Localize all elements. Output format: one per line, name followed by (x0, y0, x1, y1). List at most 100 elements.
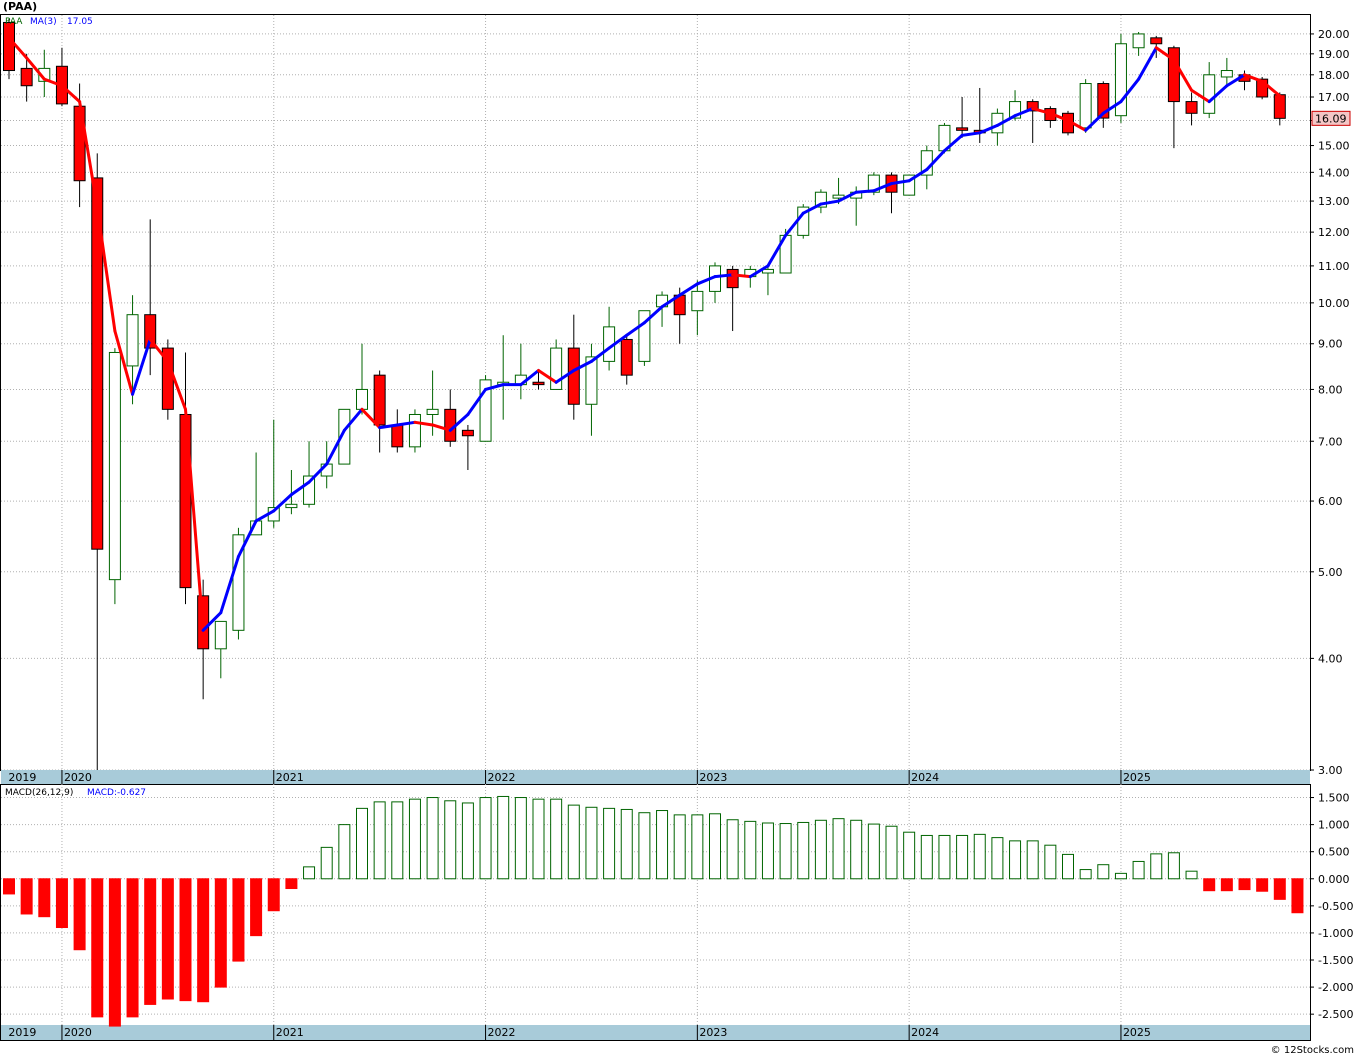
ma-line-segment (837, 190, 858, 203)
macd-bar (1256, 878, 1269, 892)
macd-bar (320, 846, 333, 880)
ma-line-segment (325, 428, 346, 466)
ma-line-segment (148, 337, 170, 363)
macd-date-band (1, 1025, 1310, 1040)
ma-line-segment (1066, 119, 1088, 132)
ma-line-segment (942, 133, 964, 153)
ma-line-segment (660, 293, 682, 309)
ma-line-segment (1137, 46, 1158, 81)
ma-line-segment (748, 264, 770, 279)
macd-bar (1114, 872, 1127, 880)
ma-line-segment (1260, 79, 1282, 98)
macd-bar (885, 825, 898, 880)
ma-line-segment (1225, 73, 1246, 88)
chart-title: (PAA) (3, 0, 38, 13)
ma-line-segment (307, 462, 329, 484)
macd-bar (338, 824, 351, 880)
macd-bar (144, 878, 157, 1005)
macd-bar (1273, 878, 1286, 900)
price-y-tick: 11.00 (1318, 260, 1350, 273)
macd-bar (3, 878, 15, 895)
macd-x-tick: 2024 (911, 1026, 939, 1039)
ma-line-segment (678, 282, 699, 297)
macd-bar (867, 823, 880, 880)
ma-line-segment (289, 480, 311, 497)
ma-line-segment (925, 149, 946, 172)
price-y-tick: 4.00 (1318, 652, 1343, 665)
ma-line-segment (572, 359, 593, 373)
macd-bar (814, 819, 827, 880)
macd-legend-value: MACD:-0.627 (87, 788, 146, 798)
ma-line-segment (7, 36, 29, 60)
macd-bar (956, 834, 969, 880)
ma-line-segment (360, 407, 382, 430)
ma-line-segment (731, 273, 752, 279)
price-y-tick: 12.00 (1318, 226, 1350, 239)
candle-body (814, 191, 827, 208)
macd-bar (408, 798, 421, 880)
macd-bar (991, 837, 1004, 880)
macd-bar (373, 801, 386, 880)
macd-bar (656, 810, 669, 880)
macd-bar (638, 812, 651, 880)
macd-x-tick: 2021 (276, 1026, 304, 1039)
ma-line-segment (872, 182, 893, 193)
macd-bar (461, 802, 474, 880)
ma-line-segment (1031, 107, 1052, 115)
macd-bar (1185, 870, 1198, 880)
ma-line-segment (1119, 77, 1141, 104)
ma-line-segment (395, 420, 417, 427)
candle-body (832, 194, 845, 199)
ma-line-segment (131, 337, 152, 396)
macd-bar (691, 814, 704, 880)
macd-y-tick: -1.500 (1318, 954, 1353, 967)
candle-body (1114, 43, 1127, 117)
macd-bar (108, 878, 121, 1027)
ma-line-segment (166, 359, 187, 411)
candle-body (144, 314, 157, 349)
candle-body (585, 356, 598, 405)
macd-bar (1044, 844, 1057, 880)
macd-x-tick: 2020 (64, 1026, 92, 1039)
candle-body (691, 290, 704, 312)
macd-bar (356, 807, 368, 880)
ma-line-segment (95, 205, 117, 333)
macd-bar (497, 795, 510, 880)
candle-body (1132, 33, 1145, 49)
macd-bar (709, 813, 721, 880)
macd-bar (1291, 878, 1304, 914)
price-y-tick: 14.00 (1318, 166, 1350, 179)
last-price-label: 16.09 (1315, 112, 1347, 125)
ma-line-segment (272, 493, 293, 513)
price-y-tick: 7.00 (1318, 435, 1343, 448)
macd-bar (20, 878, 33, 915)
ma-line-segment (1101, 100, 1123, 115)
ma-line-segment (484, 383, 505, 391)
price-x-tick: 2025 (1123, 771, 1151, 784)
ma-line-segment (1048, 111, 1070, 123)
macd-bar (126, 878, 139, 1018)
price-y-tick: 18.00 (1318, 69, 1350, 82)
ma-line-segment (413, 420, 435, 427)
ma-line-segment (1190, 88, 1211, 104)
candle-body (91, 177, 104, 550)
macd-bar (550, 798, 563, 880)
ma-line-segment (819, 199, 841, 206)
macd-y-tick: -2.500 (1318, 1008, 1353, 1021)
ma-line-segment (25, 56, 46, 81)
ma-line-segment (713, 273, 735, 279)
ma-line-segment (60, 84, 82, 104)
macd-bar (973, 833, 986, 880)
price-x-tick: 2024 (911, 771, 939, 784)
candle-body (1203, 74, 1216, 114)
macd-bar (1009, 840, 1022, 880)
ma-line-segment (342, 407, 364, 432)
ma-line-segment (607, 333, 629, 350)
price-date-band (1, 770, 1310, 784)
ma-line-segment (466, 387, 488, 416)
price-x-tick: 2022 (488, 771, 516, 784)
candle-body (1220, 70, 1233, 78)
price-y-tick: 5.00 (1318, 566, 1343, 579)
macd-bar (1238, 878, 1251, 891)
ma-line-segment (625, 321, 646, 337)
